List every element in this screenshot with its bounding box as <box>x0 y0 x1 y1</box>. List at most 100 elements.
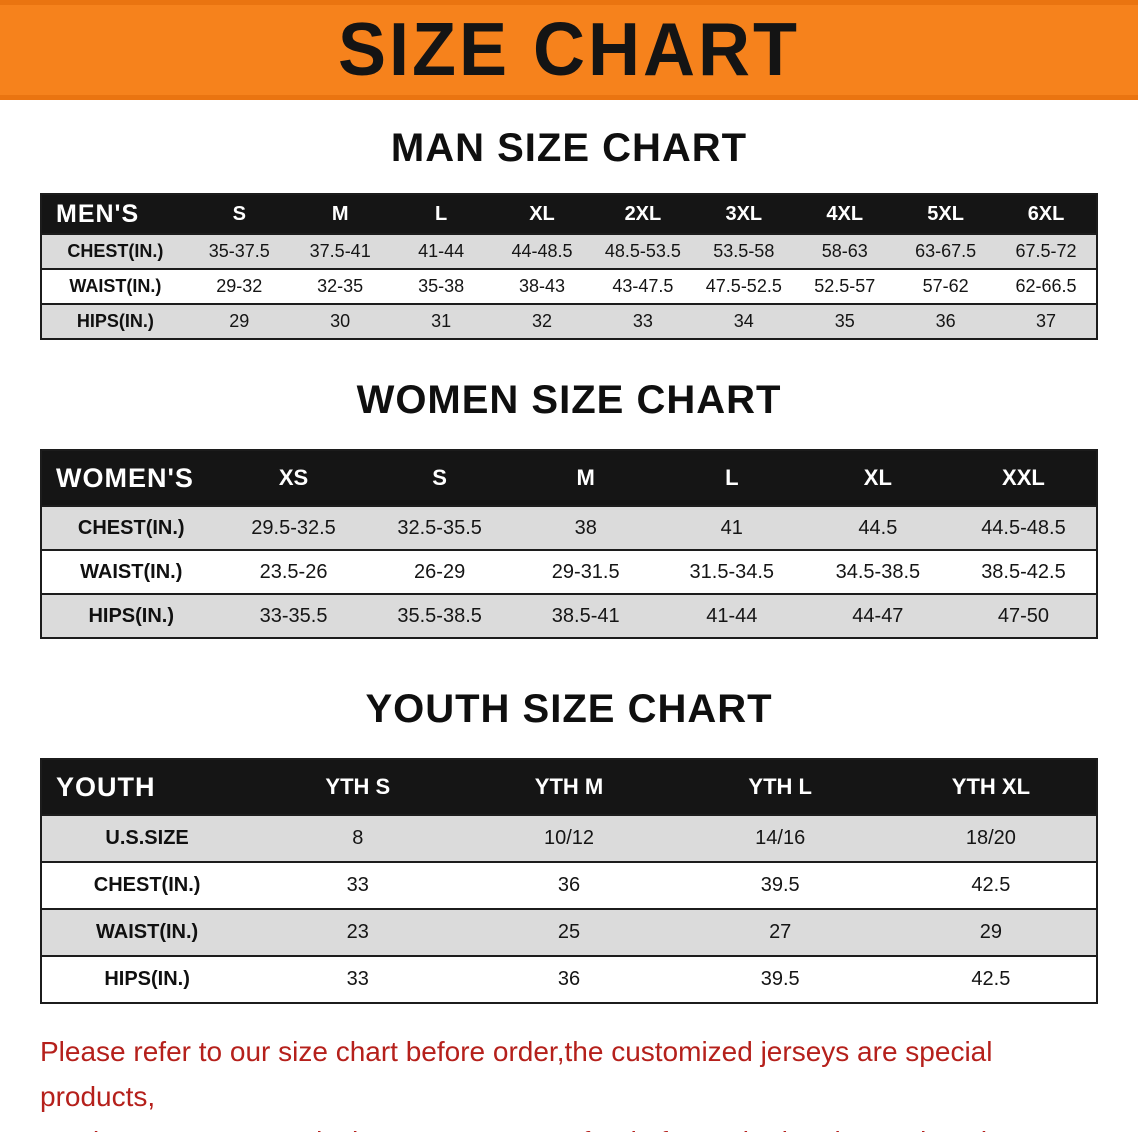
banner-title: SIZE CHART <box>338 8 800 92</box>
table-row: HIPS(IN.) 33-35.5 35.5-38.5 38.5-41 41-44 44-… <box>41 594 1097 638</box>
size-column-header: 6XL <box>996 194 1097 234</box>
size-value-cell: 42.5 <box>971 968 1011 990</box>
size-value-cell: 32 <box>531 311 553 331</box>
size-value-cell: 14/16 <box>755 827 806 849</box>
size-value-cell: 35.5-38.5 <box>397 604 482 627</box>
size-value-cell: 29.5-32.5 <box>251 516 336 539</box>
table-row: WAIST(IN.) 23.5-26 26-29 29-31.5 31.5-34.5 34… <box>41 550 1097 594</box>
size-value-cell: 32-35 <box>317 276 364 296</box>
size-value-cell: 23 <box>346 921 369 943</box>
size-value-cell: 39.5 <box>760 968 800 990</box>
size-column-header: XL <box>491 194 593 234</box>
size-column-header: XL <box>804 450 951 506</box>
size-column-header: 2XL <box>592 194 694 234</box>
size-value-cell: 58-63 <box>821 241 868 261</box>
size-column-header: M <box>289 194 391 234</box>
size-column-header: XXL <box>950 450 1097 506</box>
size-value-cell: 34.5-38.5 <box>835 560 921 583</box>
row-label: WAIST(IN.) <box>80 560 183 583</box>
size-value-cell: 35-38 <box>418 276 465 296</box>
size-column-header: S <box>366 450 513 506</box>
size-value-cell: 29-32 <box>216 276 263 296</box>
size-column-header: L <box>658 450 805 506</box>
size-value-cell: 44.5 <box>858 516 898 539</box>
size-value-cell: 52.5-57 <box>814 276 876 296</box>
size-chart-banner: SIZE CHART <box>0 0 1138 100</box>
size-value-cell: 41-44 <box>418 241 465 261</box>
row-label: WAIST(IN.) <box>95 921 199 943</box>
row-label: HIPS(IN.) <box>104 968 190 990</box>
size-value-cell: 33 <box>632 311 653 331</box>
table-row: CHEST(IN.) 29.5-32.5 32.5-35.5 38 41 44.5 44.5… <box>41 506 1097 550</box>
size-value-cell: 25 <box>557 921 581 943</box>
size-value-cell: 41 <box>720 516 743 539</box>
row-label: CHEST(IN.) <box>93 874 201 896</box>
youth-size-table: YOUTH YTH S YTH M YTH L YTH XL U.S.SIZE 8 10/12… <box>40 758 1098 1004</box>
men-size-table: MEN'S S M L XL 2XL 3XL 4XL 5XL 6XL CHEST(IN.) 35-37… <box>40 193 1098 340</box>
size-value-cell: 37 <box>1036 311 1057 331</box>
youth-section-heading: YOUTH SIZE CHART <box>365 687 773 731</box>
table-row: HIPS(IN.) 33 36 39.5 42.5 <box>41 956 1097 1003</box>
size-value-cell: 31.5-34.5 <box>689 560 775 583</box>
size-value-cell: 43-47.5 <box>612 276 674 296</box>
size-value-cell: 47.5-52.5 <box>705 276 782 296</box>
size-value-cell: 31 <box>431 311 452 331</box>
table-row: U.S.SIZE 8 10/12 14/16 18/20 <box>41 815 1097 862</box>
table-corner-label: YOUTH <box>41 759 253 815</box>
table-header-row: MEN'S S M L XL 2XL 3XL 4XL 5XL 6XL <box>41 194 1097 234</box>
size-value-cell: 23.5-26 <box>259 560 328 583</box>
table-row: HIPS(IN.) 29 30 31 32 33 34 35 36 37 <box>41 304 1097 339</box>
table-row: WAIST(IN.) 23 25 27 29 <box>41 909 1097 956</box>
women-size-section: WOMEN SIZE CHART WOMEN'S XS S M L XL XXL CHEST(… <box>40 378 1098 639</box>
size-column-header: 5XL <box>895 194 997 234</box>
size-value-cell: 35 <box>834 311 855 331</box>
size-value-cell: 34 <box>733 311 754 331</box>
size-value-cell: 39.5 <box>760 874 800 896</box>
size-value-cell: 38.5-41 <box>551 604 620 627</box>
size-value-cell: 10/12 <box>543 827 595 849</box>
size-value-cell: 41-44 <box>706 604 758 627</box>
size-value-cell: 38-43 <box>518 276 566 296</box>
size-column-header: YTH XL <box>885 759 1097 815</box>
size-value-cell: 44.5-48.5 <box>981 516 1066 539</box>
size-value-cell: 44-48.5 <box>511 241 573 261</box>
note-line-1: Please refer to our size chart before or… <box>40 1036 993 1112</box>
size-value-cell: 30 <box>330 311 351 331</box>
size-value-cell: 36 <box>557 874 581 896</box>
table-row: WAIST(IN.) 29-32 32-35 35-38 38-43 43-47.5 47.… <box>41 269 1097 304</box>
size-value-cell: 44-47 <box>852 604 904 627</box>
size-column-header: XS <box>220 450 367 506</box>
table-corner-label: WOMEN'S <box>41 450 221 506</box>
row-label: HIPS(IN.) <box>88 604 175 627</box>
size-column-header: M <box>512 450 659 506</box>
size-value-cell: 33 <box>346 874 369 896</box>
size-value-cell: 8 <box>352 827 364 849</box>
men-section-heading: MAN SIZE CHART <box>390 126 748 170</box>
disclaimer-note: Please refer to our size chart before or… <box>0 1004 1138 1132</box>
size-column-header: 4XL <box>794 194 896 234</box>
size-value-cell: 26-29 <box>414 560 466 583</box>
size-charts-content: MAN SIZE CHART MEN'S S M L XL 2XL 3XL 4XL 5XL 6XL… <box>0 126 1138 1004</box>
size-value-cell: 42.5 <box>971 874 1011 896</box>
size-column-header: S <box>188 194 290 234</box>
size-value-cell: 48.5-53.5 <box>604 241 681 261</box>
size-value-cell: 29-31.5 <box>551 560 620 583</box>
row-label: HIPS(IN.) <box>76 311 154 331</box>
size-value-cell: 53.5-58 <box>713 241 775 261</box>
women-size-table: WOMEN'S XS S M L XL XXL CHEST(IN.) 29.5-32.5 32.5… <box>40 449 1098 639</box>
size-value-cell: 33-35.5 <box>259 604 328 627</box>
size-value-cell: 36 <box>935 311 956 331</box>
size-value-cell: 38.5-42.5 <box>981 560 1066 583</box>
size-column-header: YTH S <box>252 759 464 815</box>
row-label: WAIST(IN.) <box>69 276 162 296</box>
size-value-cell: 37.5-41 <box>309 241 371 261</box>
table-corner-label: MEN'S <box>41 194 189 234</box>
size-column-header: 3XL <box>693 194 795 234</box>
table-header-row: YOUTH YTH S YTH M YTH L YTH XL <box>41 759 1097 815</box>
size-value-cell: 32.5-35.5 <box>397 516 482 539</box>
row-label: U.S.SIZE <box>105 827 189 849</box>
table-header-row: WOMEN'S XS S M L XL XXL <box>41 450 1097 506</box>
men-size-section: MAN SIZE CHART MEN'S S M L XL 2XL 3XL 4XL 5XL 6XL… <box>40 126 1098 340</box>
size-value-cell: 27 <box>769 921 792 943</box>
